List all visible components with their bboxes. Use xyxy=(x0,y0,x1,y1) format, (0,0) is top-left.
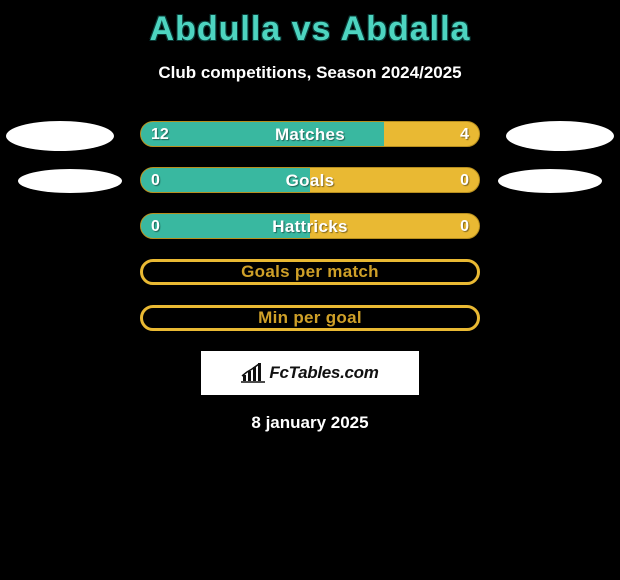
stat-row: 0 Goals 0 xyxy=(0,167,620,193)
stat-label: Hattricks xyxy=(141,214,479,239)
stat-label: Min per goal xyxy=(143,308,477,328)
player-left-marker xyxy=(18,169,122,193)
player-right-marker xyxy=(506,121,614,151)
comparison-title: Abdulla vs Abdalla xyxy=(0,0,620,49)
stat-value-right: 4 xyxy=(460,122,469,147)
stat-row: 12 Matches 4 xyxy=(0,121,620,147)
stat-bar-empty: Goals per match xyxy=(140,259,480,285)
stat-bar-empty: Min per goal xyxy=(140,305,480,331)
stat-bar: 12 Matches 4 xyxy=(140,121,480,147)
stats-rows: 12 Matches 4 0 Goals 0 0 Hattricks 0 xyxy=(0,121,620,331)
stat-label: Goals per match xyxy=(143,262,477,282)
stat-bar: 0 Goals 0 xyxy=(140,167,480,193)
barchart-icon xyxy=(241,363,265,383)
stat-row: Min per goal xyxy=(0,305,620,331)
stat-label: Matches xyxy=(141,122,479,147)
logo-text: FcTables.com xyxy=(269,363,378,383)
player-right-marker xyxy=(498,169,602,193)
stat-row: Goals per match xyxy=(0,259,620,285)
generated-date: 8 january 2025 xyxy=(0,413,620,433)
logo-box: FcTables.com xyxy=(201,351,419,395)
stat-label: Goals xyxy=(141,168,479,193)
stat-value-right: 0 xyxy=(460,214,469,239)
stat-row: 0 Hattricks 0 xyxy=(0,213,620,239)
stat-value-right: 0 xyxy=(460,168,469,193)
comparison-subtitle: Club competitions, Season 2024/2025 xyxy=(0,63,620,83)
stat-bar: 0 Hattricks 0 xyxy=(140,213,480,239)
player-left-marker xyxy=(6,121,114,151)
